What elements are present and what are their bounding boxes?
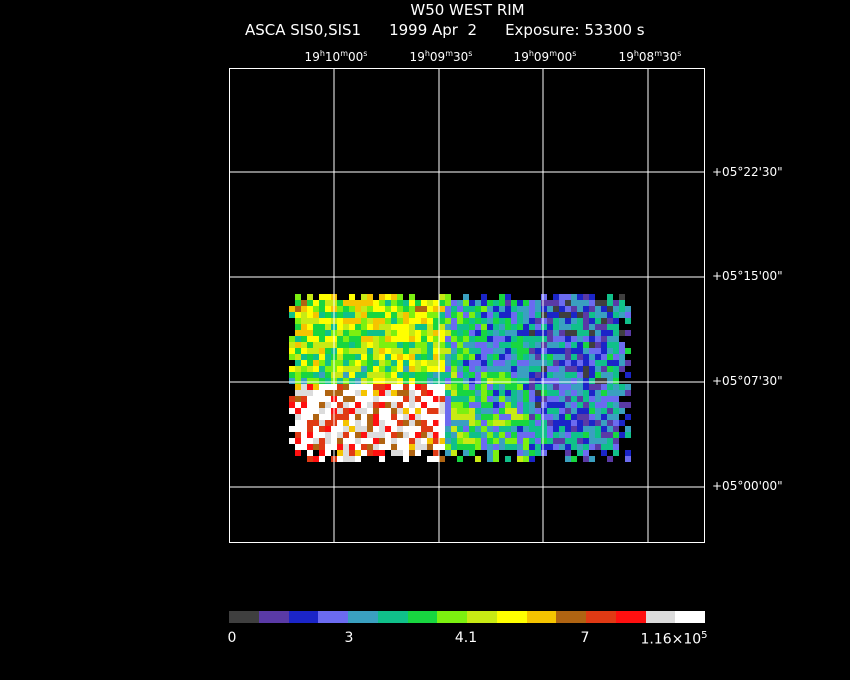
colorbar-swatch: [645, 611, 676, 623]
dec-label-2: +05°15'00": [712, 269, 783, 283]
dec-label-3: +05°07'30": [712, 374, 783, 388]
colorbar-swatch: [496, 611, 527, 623]
colorbar-swatch: [318, 611, 348, 623]
colorbar-tick-1: 3: [344, 630, 354, 646]
colorbar-swatch: [407, 611, 438, 623]
coordinate-grid: [229, 68, 705, 543]
colorbar-swatch: [348, 611, 378, 623]
colorbar-tick-2: 4.1: [454, 630, 478, 646]
ra-label-3: 19h09m00s: [513, 49, 577, 64]
ra-label-1: 19h10m00s: [304, 49, 368, 64]
colorbar-swatch: [586, 611, 616, 623]
colorbar-swatch: [229, 611, 259, 623]
colorbar-swatch: [556, 611, 586, 623]
colorbar-swatch: [615, 611, 646, 623]
ra-label-4: 19h08m30s: [618, 49, 682, 64]
instrument-label: ASCA SIS0,SIS1: [245, 21, 362, 39]
xray-pixel-map: [289, 294, 631, 462]
dec-label-1: +05°22'30": [712, 165, 783, 179]
image-title: W50 WEST RIM: [410, 1, 525, 19]
colorbar: [229, 611, 705, 623]
colorbar-swatch: [467, 611, 497, 623]
image-subtitle: ASCA SIS0,SIS1 1999 Apr 2 Exposure: 53300 …: [245, 21, 673, 39]
colorbar-swatch: [258, 611, 289, 623]
colorbar-swatch: [526, 611, 557, 623]
colorbar-tick-3: 7: [580, 630, 590, 646]
observation-date: 1999 Apr 2: [389, 21, 478, 39]
colorbar-tick-0: 0: [227, 630, 237, 646]
colorbar-swatch: [675, 611, 705, 623]
ra-label-2: 19h09m30s: [409, 49, 473, 64]
colorbar-tick-4: 1.16×105: [640, 630, 708, 648]
exposure-label: Exposure: 53300 s: [505, 21, 645, 39]
colorbar-swatch: [288, 611, 319, 623]
colorbar-swatch: [377, 611, 408, 623]
plot-frame: [229, 68, 705, 543]
dec-label-4: +05°00'00": [712, 479, 783, 493]
colorbar-swatch: [437, 611, 467, 623]
